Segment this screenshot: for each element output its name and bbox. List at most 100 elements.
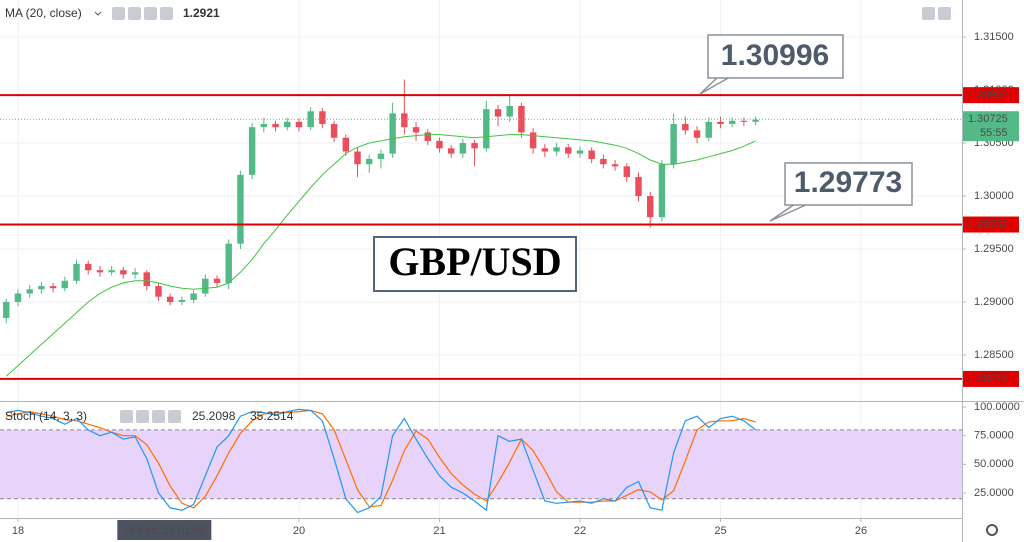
level-label: 1.29731 xyxy=(968,218,1008,230)
candle-body xyxy=(73,263,80,281)
remove-icon[interactable] xyxy=(160,7,173,20)
overlay: MA (20, close) 1.2921 Stoch (14, 3, 3) 2… xyxy=(5,6,1020,540)
stoch-d-value: 35.2514 xyxy=(250,409,294,423)
level-label-bg xyxy=(963,87,1019,104)
candle-body xyxy=(166,296,174,302)
stoch-line xyxy=(6,408,756,514)
settings-icon[interactable] xyxy=(128,7,141,20)
candle-body xyxy=(143,272,150,287)
candle-body xyxy=(354,151,361,165)
level-label-bg xyxy=(963,370,1019,387)
stoch-k-value: 25.2098 xyxy=(192,409,236,423)
crosshair-label: 19 Feb '19 01:00 xyxy=(123,525,205,537)
candle-body xyxy=(155,286,162,297)
y-tick-label: 100.0000 xyxy=(974,401,1020,413)
candle-body xyxy=(658,164,666,218)
callout-label: 1.30996 xyxy=(721,39,829,72)
eye-icon[interactable] xyxy=(112,7,125,20)
y-tick-label: 1.30000 xyxy=(974,190,1014,202)
candle-body xyxy=(717,121,724,124)
candle-body xyxy=(389,113,396,154)
candle-body xyxy=(49,286,57,289)
candle-body xyxy=(541,148,549,152)
candle-body xyxy=(85,263,92,271)
candle-body xyxy=(506,105,513,117)
countdown-label: 55:55 xyxy=(980,127,1008,139)
candle-body xyxy=(237,174,244,244)
candle-body xyxy=(483,109,490,149)
candle-body xyxy=(295,121,303,128)
more-icon[interactable] xyxy=(144,7,157,20)
candle-body xyxy=(752,119,759,122)
candle-body xyxy=(518,105,525,133)
candle-body xyxy=(740,120,748,122)
y-tick-label: 1.31500 xyxy=(974,31,1014,43)
candle-body xyxy=(213,278,221,283)
candle-body xyxy=(459,143,467,154)
candle-body xyxy=(693,130,701,138)
pair-box xyxy=(373,236,577,292)
settings-icon[interactable] xyxy=(986,524,998,536)
crosshair-label-bg xyxy=(117,520,212,540)
pair-label: GBP/USD xyxy=(388,239,561,284)
candle-body xyxy=(705,121,712,138)
candle-body xyxy=(565,147,572,154)
level-label: 1.28274 xyxy=(968,373,1008,385)
candle-body xyxy=(96,270,104,273)
candle-body xyxy=(401,113,408,128)
candle-body xyxy=(471,143,478,149)
candle-body xyxy=(635,176,642,197)
x-tick-label: 18 xyxy=(12,525,24,537)
callout-box xyxy=(784,162,913,206)
x-tick-label: 20 xyxy=(293,525,305,537)
collapse-icon[interactable] xyxy=(922,7,935,20)
maximize-icon[interactable] xyxy=(938,7,951,20)
candle-body xyxy=(447,148,455,154)
candle-body xyxy=(178,299,186,302)
stoch-line xyxy=(6,409,756,509)
x-tick-label: 22 xyxy=(574,525,586,537)
x-tick-label: 25 xyxy=(714,525,726,537)
ma-legend: MA (20, close) xyxy=(5,6,82,20)
callout-pointer xyxy=(699,76,731,95)
callout-label: 1.29773 xyxy=(794,166,902,199)
candle-body xyxy=(190,293,197,300)
more-icon[interactable] xyxy=(152,410,165,423)
candle-body xyxy=(646,196,654,218)
candle-body xyxy=(330,123,338,138)
y-tick-label: 1.28500 xyxy=(974,349,1014,361)
settings-icon[interactable] xyxy=(136,410,149,423)
candle-body xyxy=(131,272,139,275)
dropdown-icon[interactable] xyxy=(94,11,102,16)
candle-body xyxy=(377,153,385,159)
last-price-bg xyxy=(963,111,1019,142)
y-tick-label: 50.0000 xyxy=(974,458,1014,470)
x-tick-label: 21 xyxy=(433,525,445,537)
candle-body xyxy=(670,123,677,165)
level-label: 1.30952 xyxy=(968,89,1008,101)
candle-body xyxy=(576,150,584,154)
eye-icon[interactable] xyxy=(120,410,133,423)
candle-body xyxy=(682,123,689,131)
candle-body xyxy=(342,137,350,152)
y-tick-label: 25.0000 xyxy=(974,487,1014,499)
candle-body xyxy=(319,111,326,124)
candle-body xyxy=(307,111,314,128)
candle-body xyxy=(412,127,420,133)
candle-body xyxy=(26,289,33,294)
candle-body xyxy=(284,121,291,128)
candle-body xyxy=(225,243,232,283)
remove-icon[interactable] xyxy=(168,410,181,423)
candle-body xyxy=(120,270,127,275)
candle-body xyxy=(365,158,373,165)
stoch-band xyxy=(0,429,962,499)
candle-body xyxy=(529,132,537,149)
callout-pointer xyxy=(769,203,809,222)
candle-body xyxy=(38,286,45,290)
candle-body xyxy=(728,120,736,124)
ma-line xyxy=(5,134,756,377)
candle-body xyxy=(611,164,619,167)
candle-body xyxy=(623,166,631,177)
candle-body xyxy=(494,109,502,117)
